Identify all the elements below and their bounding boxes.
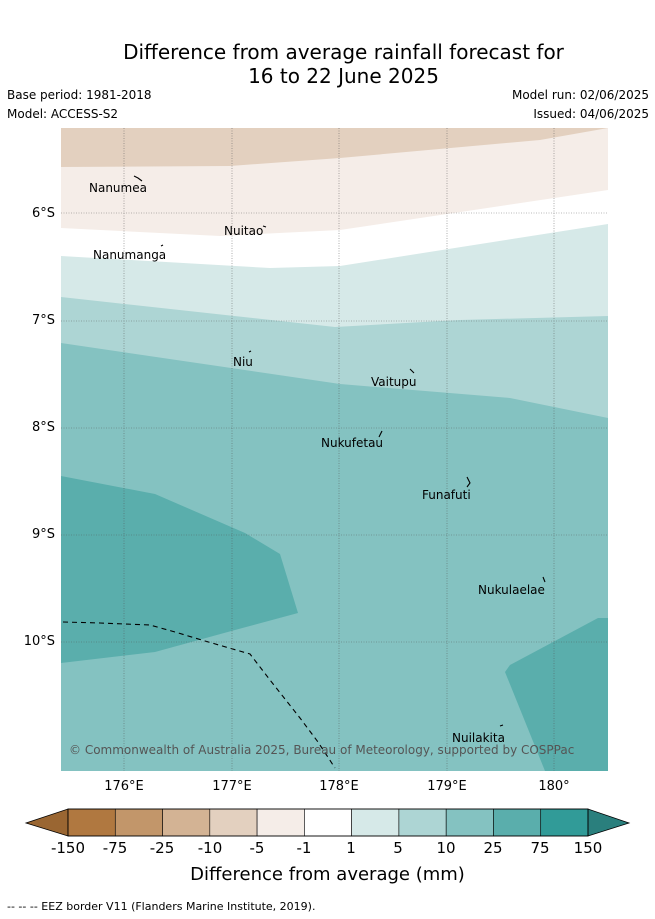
model-run: Model run: 02/06/2025 [511, 88, 649, 102]
colorbar-frame [67, 808, 589, 837]
colorbar-swatch-1 [114, 808, 163, 837]
colorbar-swatch-2 [162, 808, 211, 837]
nukulaelae-island-shape [542, 576, 546, 583]
contour-25-75-southeast [505, 618, 608, 771]
island-label-nuilakita: Nuilakita [452, 731, 505, 745]
lat-label-8s: 8°S [31, 420, 55, 435]
model-name: Model: ACCESS-S2 [7, 107, 119, 121]
nanumea-island-shape [133, 175, 143, 182]
eez-legend-footer: -- -- -- EEZ border V11 (Flanders Marine… [7, 900, 316, 913]
island-label-niu: Niu [233, 355, 253, 369]
colorbar-tick-8: 10 [436, 839, 456, 857]
lat-label-9s: 9°S [31, 527, 55, 542]
nanumanga-island-shape [160, 244, 164, 247]
issued-date: Issued: 04/06/2025 [533, 107, 649, 121]
colorbar-swatch-6 [351, 808, 400, 837]
contour-25-75-west [61, 476, 298, 663]
colorbar-tick-7: 5 [393, 839, 403, 857]
funafuti-island-shape [466, 476, 471, 488]
colorbar-extend-low [24, 808, 69, 837]
island-shapes [133, 175, 546, 727]
contour-neg10-neg5 [61, 128, 608, 167]
colorbar [24, 808, 631, 837]
island-label-nukufetau: Nukufetau [321, 436, 384, 450]
lon-label-177e: 177°E [212, 779, 252, 794]
colorbar-swatch-3 [209, 808, 258, 837]
vaitupu-island-shape [409, 368, 415, 374]
nuilakita-island-shape [499, 724, 504, 727]
island-label-nuitao: Nuitao [224, 224, 264, 238]
title-line-1: Difference from average rainfall forecas… [123, 40, 564, 64]
colorbar-tick-4: -5 [249, 839, 265, 857]
colorbar-tick-0: -150 [50, 839, 86, 857]
colorbar-swatch-8 [445, 808, 494, 837]
colorbar-title: Difference from average (mm) [190, 864, 465, 885]
colorbar-swatches [67, 808, 589, 837]
nuitao-island-shape [262, 225, 267, 228]
lon-label-178e: 178°E [319, 779, 359, 794]
colorbar-tick-2: -25 [149, 839, 175, 857]
island-label-nanumea: Nanumea [89, 181, 147, 195]
island-label-funafuti: Funafuti [422, 488, 471, 502]
colorbar-swatch-5 [304, 808, 352, 837]
grid-lines [61, 128, 608, 771]
colorbar-tick-9: 25 [483, 839, 503, 857]
colorbar-swatch-7 [398, 808, 447, 837]
colorbar-tick-10: 75 [530, 839, 550, 857]
colorbar-tick-11: 150 [573, 839, 603, 857]
rainfall-contours [61, 128, 608, 771]
lon-label-176e: 176°E [104, 779, 144, 794]
colorbar-extend-high [587, 808, 631, 837]
colorbar-tick-5: -1 [296, 839, 312, 857]
lon-label-179e: 179°E [427, 779, 467, 794]
lon-label-180: 180° [538, 779, 570, 794]
lat-label-7s: 7°S [31, 313, 55, 328]
map-title: Difference from average rainfall forecas… [0, 40, 655, 88]
base-period: Base period: 1981-2018 [7, 88, 152, 102]
lat-label-10s: 10°S [23, 634, 55, 649]
lat-label-6s: 6°S [31, 206, 55, 221]
nukufetau-island-shape [378, 430, 383, 438]
colorbar-tick-3: -10 [197, 839, 223, 857]
colorbar-tick-6: 1 [346, 839, 356, 857]
island-label-nukulaelae: Nukulaelae [478, 583, 545, 597]
copyright-notice: © Commonwealth of Australia 2025, Bureau… [69, 743, 575, 757]
colorbar-swatch-0 [67, 808, 116, 837]
colorbar-swatch-9 [493, 808, 542, 837]
island-label-nanumanga: Nanumanga [93, 248, 167, 262]
niu-island-shape [248, 350, 252, 353]
island-label-vaitupu: Vaitupu [371, 375, 417, 389]
colorbar-swatch-4 [256, 808, 305, 837]
colorbar-swatch-10 [540, 808, 589, 837]
colorbar-tick-1: -75 [102, 839, 128, 857]
title-line-2: 16 to 22 June 2025 [248, 64, 439, 88]
